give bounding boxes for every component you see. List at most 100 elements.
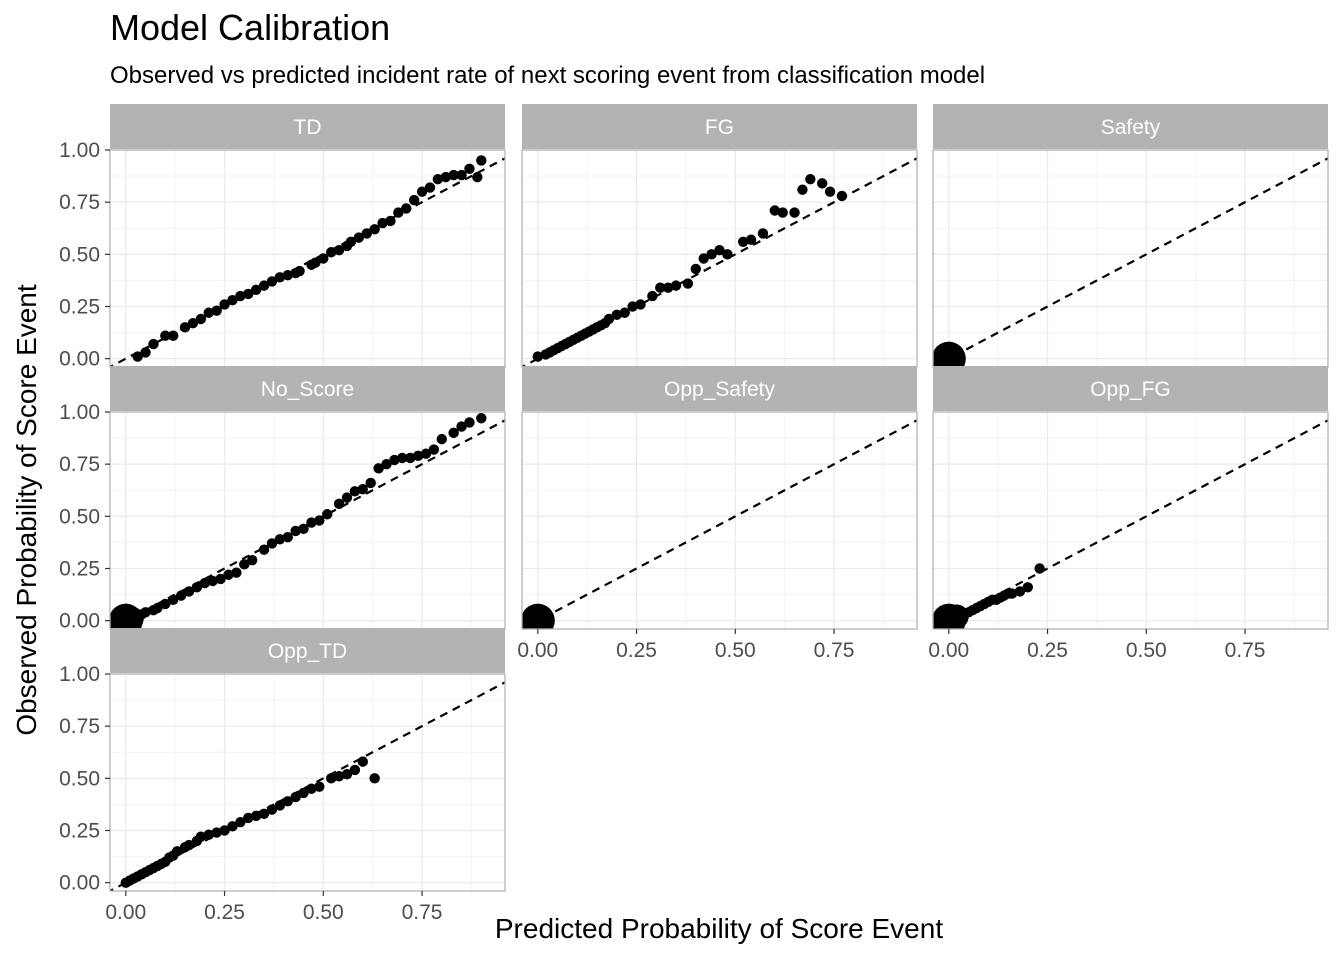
data-point	[357, 484, 368, 495]
data-point	[333, 498, 345, 510]
data-point	[1006, 588, 1018, 599]
data-point	[420, 448, 432, 459]
data-point	[448, 427, 459, 439]
data-point	[298, 523, 309, 535]
data-point	[235, 816, 246, 828]
data-point	[132, 351, 143, 362]
data-point	[777, 207, 788, 218]
data-point	[326, 247, 337, 258]
y-tick-label: 0.50	[59, 505, 100, 528]
y-axis-title: Observed Probability of Score Event	[11, 284, 42, 736]
data-point	[464, 163, 475, 174]
strip-label: Opp_FG	[1090, 378, 1171, 401]
data-point	[603, 313, 615, 325]
data-point	[817, 178, 828, 189]
data-point	[440, 171, 451, 183]
data-point	[1014, 586, 1026, 597]
y-tick-label: 0.25	[59, 819, 100, 842]
reference-line	[522, 419, 917, 629]
data-point	[258, 544, 270, 555]
data-point	[333, 771, 345, 782]
data-point	[215, 573, 226, 585]
data-point	[706, 249, 717, 260]
y-tick-label: 0.25	[59, 295, 100, 318]
data-point	[349, 486, 361, 497]
chart-title: Model Calibration	[110, 7, 390, 48]
data-point	[195, 831, 207, 842]
data-point	[314, 515, 325, 526]
panel-contents	[933, 419, 1328, 629]
data-point	[274, 800, 286, 811]
data-point	[148, 338, 159, 350]
y-tick-label: 1.00	[59, 139, 100, 162]
x-tick-label: 0.75	[1225, 639, 1266, 662]
panel-contents	[110, 681, 505, 891]
data-point	[258, 280, 270, 291]
y-tick-label: 0.75	[59, 191, 100, 214]
data-point	[326, 773, 337, 784]
y-tick-label: 0.00	[59, 610, 100, 633]
data-point	[745, 234, 757, 245]
strip-background	[522, 366, 917, 411]
data-point	[476, 155, 487, 166]
data-point	[274, 534, 286, 545]
data-point	[282, 531, 293, 543]
data-point	[179, 322, 191, 333]
data-point	[627, 301, 638, 312]
data-point	[227, 295, 238, 306]
data-point	[369, 224, 380, 235]
data-point	[140, 347, 151, 358]
data-point	[223, 569, 234, 580]
panel-border	[932, 149, 1329, 368]
y-tick-label: 1.00	[59, 663, 100, 686]
data-point	[389, 454, 400, 466]
data-point	[714, 244, 725, 256]
data-point	[290, 525, 301, 537]
x-tick-label: 0.00	[517, 639, 558, 662]
x-tick-label: 0.00	[105, 901, 146, 924]
panel-contents	[933, 157, 1328, 367]
data-point	[195, 313, 207, 325]
data-point	[472, 171, 483, 183]
panel-safety: Safety	[932, 104, 1329, 368]
data-point	[152, 602, 163, 614]
data-point	[243, 288, 254, 300]
x-tick-label: 0.25	[616, 639, 657, 662]
y-tick-label: 0.00	[59, 348, 100, 371]
panel-no-score: No_Score 0.00 0.25 0.50 0.75 1.00	[59, 366, 506, 633]
data-point	[682, 278, 694, 289]
y-tick-label: 0.75	[59, 453, 100, 476]
data-point	[333, 244, 345, 256]
reference-line	[933, 157, 1328, 367]
strip-label: No_Score	[261, 378, 354, 401]
data-point	[250, 810, 262, 822]
data-point	[428, 444, 440, 455]
data-point	[805, 174, 816, 185]
data-point-large	[933, 341, 966, 367]
panel-contents	[522, 419, 917, 629]
data-point	[381, 458, 392, 470]
data-point	[647, 290, 658, 302]
data-point	[436, 433, 447, 445]
data-point	[670, 280, 682, 291]
x-tick-label: 0.75	[402, 901, 443, 924]
y-tick-label: 0.50	[59, 767, 100, 790]
y-tick-label: 1.00	[59, 401, 100, 424]
x-tick-label: 0.25	[1027, 639, 1068, 662]
data-point	[191, 582, 203, 593]
data-point	[432, 174, 444, 185]
x-tick-label: 0.50	[303, 901, 344, 924]
strip-background	[110, 104, 505, 149]
panel-contents	[110, 413, 505, 629]
data-point	[373, 463, 384, 474]
data-point	[290, 791, 301, 803]
x-tick-label: 0.00	[928, 639, 969, 662]
data-point	[211, 827, 222, 838]
data-point	[341, 768, 353, 780]
data-point	[183, 839, 195, 851]
data-point	[757, 228, 769, 239]
data-point	[532, 351, 543, 362]
data-point	[722, 249, 733, 260]
strip-label: TD	[294, 116, 322, 139]
